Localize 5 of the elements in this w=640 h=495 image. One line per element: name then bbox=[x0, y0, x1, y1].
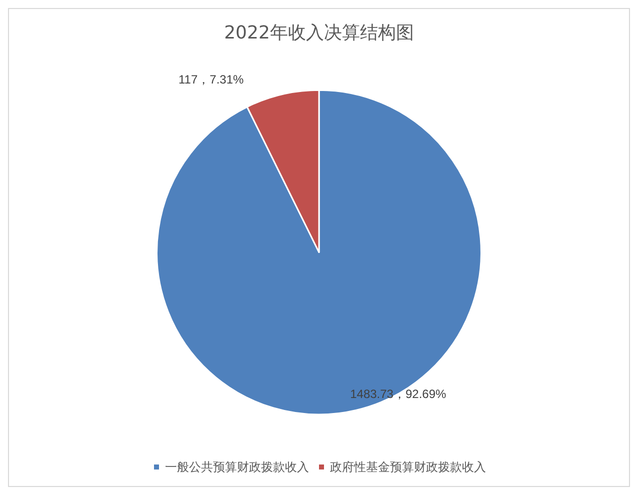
data-label: 1483.73，92.69% bbox=[350, 387, 447, 402]
chart-title: 2022年收入决算结构图 bbox=[224, 22, 414, 44]
data-label: 117，7.31% bbox=[178, 72, 244, 87]
legend-label: 政府性基金预算财政拨款收入 bbox=[330, 460, 486, 474]
legend-label: 一般公共预算财政拨款收入 bbox=[165, 460, 309, 474]
